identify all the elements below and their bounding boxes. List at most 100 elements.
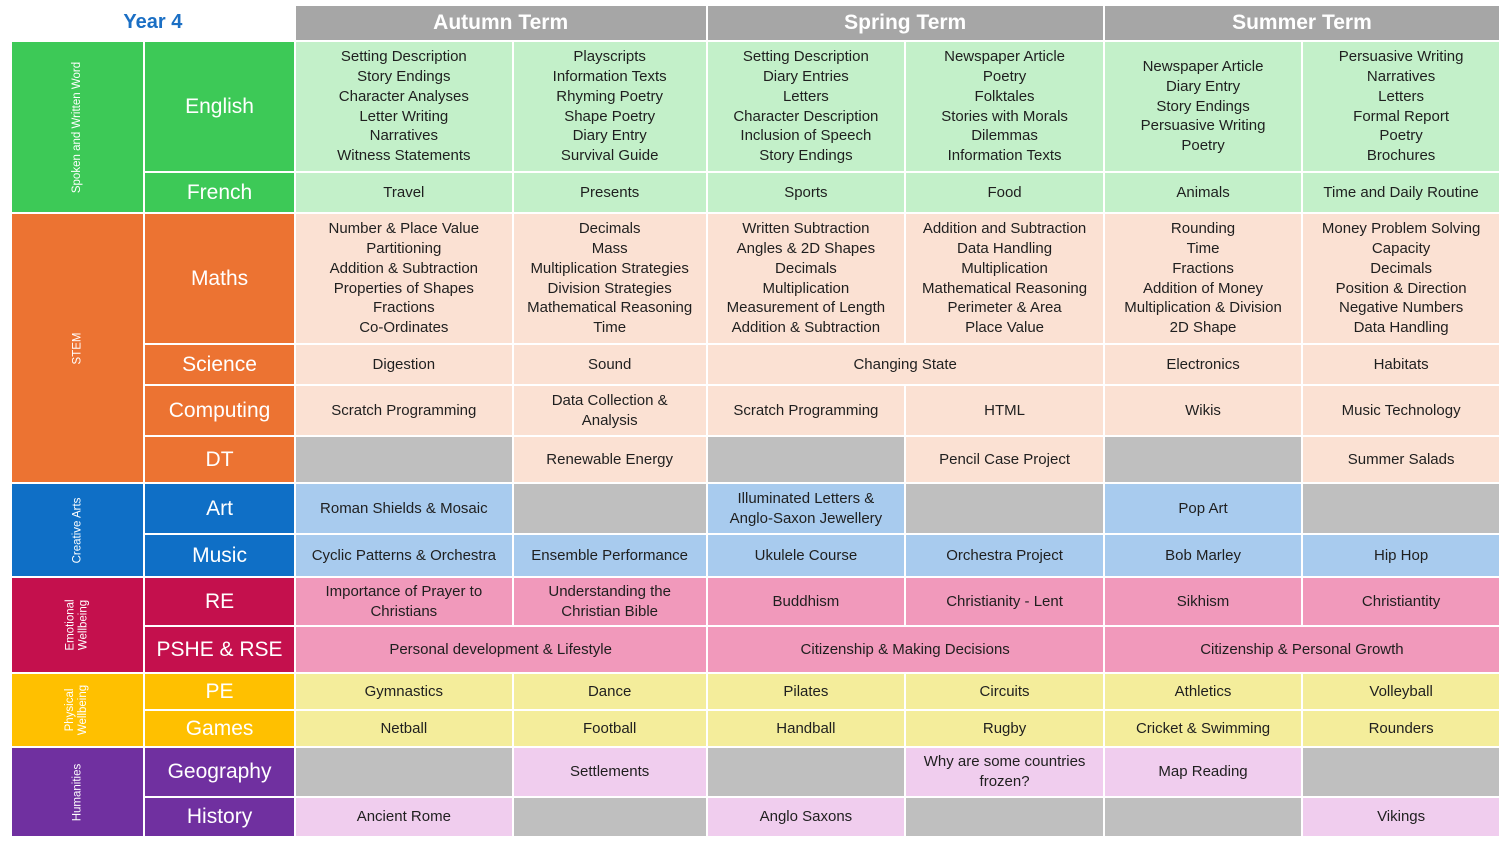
topic-line: Data Handling [1353,319,1449,337]
group-label-spoken-and-written-word: Spoken and Written Word [12,42,144,212]
topic-line: Christians [370,602,438,620]
topic-cell: Playscripts Information Texts Rhyming Poet… [513,42,706,171]
empty-cell [513,484,706,533]
topic-line: Citizenship & Making Decisions [800,640,1010,658]
topic-line: Settlements [570,763,650,781]
topic-line: Anglo-Saxon Jewellery [729,509,883,527]
topic-line: Habitats [1373,355,1429,373]
topic-cell: Citizenship & Personal Growth [1104,627,1499,672]
topic-line: 2D Shape [1169,319,1237,337]
topic-line: Setting Description [742,48,869,66]
topic-cell: Newspaper Article Poetry Folktales Stories … [906,42,1103,171]
topic-cell: Sikhism [1104,578,1302,625]
topic-cell: Digestion [295,345,512,384]
topic-cell: Personal development & Lifestyle [295,627,706,672]
topic-line: frozen? [979,773,1030,790]
topic-line: Sports [784,183,828,201]
empty-cell [906,798,1103,836]
topic-line: Letter Writing [359,107,449,125]
topic-line: Gymnastics [364,682,443,700]
topic-line: Scratch Programming [331,401,477,419]
topic-line: Electronics [1166,355,1240,373]
group-label-line: STEM [71,332,84,364]
topic-line: Poetry [1379,127,1423,145]
topic-cell: Volleyball [1303,674,1499,709]
topic-line: Setting Description [340,48,467,66]
topic-line: Ukulele Course [754,546,858,564]
topic-line: Food [987,183,1022,201]
topic-line: Travel [383,183,425,201]
topic-line: Playscripts [573,48,646,66]
topic-line: Ensemble Performance [531,546,689,564]
topic-line: Digestion [372,355,436,373]
subject-name-music: Music [145,535,294,576]
topic-line: Witness Statements [337,147,471,165]
header-row: Year 4 Autumn Term Spring Term Summer Te… [12,6,1499,40]
topic-cell: Written Subtraction Angles & 2D Shapes Dec… [707,214,905,343]
empty-cell [295,748,512,796]
empty-cell [1303,748,1499,796]
topic-line: Story Endings [759,147,853,165]
topic-cell: Scratch Programming [295,386,512,435]
topic-cell: Circuits [906,674,1103,709]
topic-line: Importance of Prayer to [325,582,483,600]
topic-cell: Setting Description Diary Entries Letters C… [707,42,905,171]
topic-cell: Data Collection & Analysis [513,386,706,435]
topic-cell: Handball [707,711,905,746]
topic-line: Rugby [982,719,1027,737]
subject-name-pshe-and-rse: PSHE & RSE [145,627,294,672]
topic-cell: Christiantity [1303,578,1499,625]
topic-line: Mass [591,239,628,257]
topic-line: Rounders [1368,719,1434,737]
subject-row-geography: Humanities Geography Settlements Why are so… [12,748,1499,836]
topic-line: Time and Daily Routine [1323,183,1479,201]
topic-line: Addition & Subtraction [329,259,479,277]
group-label-line: Spoken and Written Word [71,61,84,193]
subject-name-re: RE [145,578,294,625]
topic-line: Pop Art [1178,499,1228,517]
topic-cell: Settlements [513,748,706,796]
topic-line: Netball [380,719,428,737]
topic-line: Citizenship & Personal Growth [1200,640,1404,658]
subject-name-computing: Computing [145,386,294,435]
topic-line: Cyclic Patterns & Orchestra [311,546,496,564]
topic-line: Renewable Energy [546,450,674,468]
topic-line: Poetry [982,67,1027,85]
subject-name-pe: PE [145,674,294,709]
topic-cell: Illuminated Letters & Anglo-Saxon Jewelle… [707,484,905,533]
topic-line: Roman Shields & Mosaic [320,499,488,517]
subject-name-geography: Geography [145,748,294,796]
topic-line: Map Reading [1158,763,1248,781]
subject-name-games: Games [145,711,294,746]
group-label-stem: STEM [12,214,144,482]
topic-line: Addition of Money [1142,279,1264,297]
topic-line: Number & Place Value [328,220,480,238]
topic-line: Dilemmas [971,127,1038,145]
topic-cell: Number & Place Value Partitioning Addition… [295,214,512,343]
topic-cell: Electronics [1104,345,1302,384]
topic-line: Why are some countries [923,753,1086,771]
topic-line: Poetry [1181,137,1225,155]
empty-cell [1104,798,1302,836]
topic-line: Decimals [578,220,641,238]
topic-cell: Orchestra Project [906,535,1103,576]
topic-cell: Persuasive Writing Narratives Letters Forma… [1303,42,1499,171]
topic-line: Sound [587,355,632,373]
topic-cell: Sound [513,345,706,384]
topic-line: Summer Salads [1347,450,1455,468]
empty-cell [707,437,905,482]
topic-line: Orchestra Project [946,546,1063,564]
empty-cell [1104,437,1302,482]
topic-cell: Time and Daily Routine [1303,173,1499,212]
topic-line: Diary Entry [572,127,647,145]
subject-row-dt: DT Renewable Energy Pencil Case Project Sum… [12,437,1499,482]
subject-name-dt: DT [145,437,294,482]
topic-line: Stories with Morals [941,107,1068,125]
topic-cell: Setting Description Story Endings Characte… [295,42,512,171]
group-label-line: Creative Arts [71,497,84,563]
empty-cell [513,798,706,836]
topic-line: Addition and Subtraction [922,220,1087,238]
empty-cell [1303,484,1499,533]
topic-line: Persuasive Writing [1140,117,1266,135]
topic-line: Measurement of Length [726,299,886,317]
